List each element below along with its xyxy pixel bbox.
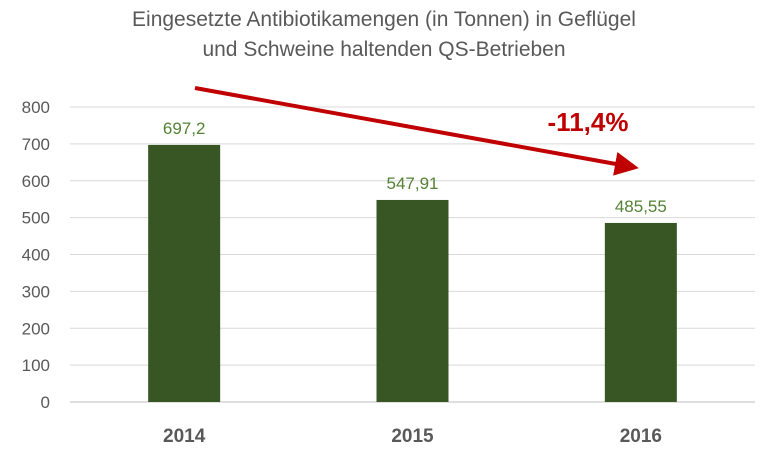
y-tick-label: 800 [22, 98, 50, 117]
y-tick-label: 0 [41, 393, 50, 412]
chart-title-line-1: Eingesetzte Antibiotikamengen (in Tonnen… [132, 8, 636, 31]
y-tick-label: 200 [22, 319, 50, 338]
y-tick-label: 300 [22, 282, 50, 301]
data-label: 697,2 [163, 119, 206, 138]
bar [148, 144, 221, 402]
y-tick-label: 100 [22, 356, 50, 375]
x-tick-label: 2015 [391, 426, 434, 447]
percent-change-annotation: -11,4% [548, 107, 629, 137]
y-tick-label: 500 [22, 209, 50, 228]
x-tick-label: 2014 [163, 426, 206, 447]
y-tick-label: 700 [22, 135, 50, 154]
bar [376, 199, 449, 402]
chart-title-line-2: und Schweine haltenden QS-Betrieben [202, 38, 566, 61]
data-label: 485,55 [615, 197, 667, 216]
y-tick-label: 400 [22, 246, 50, 265]
trend-arrow [194, 86, 639, 176]
data-label: 547,91 [387, 174, 439, 193]
bar [604, 222, 677, 402]
x-tick-label: 2016 [620, 426, 662, 447]
y-tick-label: 600 [22, 172, 50, 191]
